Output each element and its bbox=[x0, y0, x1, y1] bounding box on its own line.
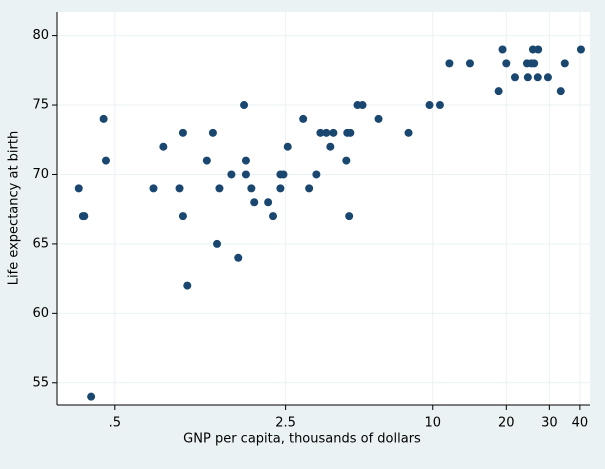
point bbox=[299, 114, 308, 123]
y-tick-label: 75 bbox=[32, 98, 49, 113]
x-tick-label: 20 bbox=[498, 416, 515, 431]
x-tick-label: 10 bbox=[424, 416, 441, 431]
point bbox=[435, 101, 444, 110]
point bbox=[425, 101, 434, 110]
point bbox=[276, 184, 285, 193]
point bbox=[101, 156, 110, 165]
point bbox=[342, 156, 351, 165]
point bbox=[322, 128, 331, 137]
y-axis-label: Life expectancy at birth bbox=[7, 131, 22, 285]
point bbox=[543, 73, 552, 82]
point bbox=[345, 212, 354, 221]
point bbox=[533, 73, 542, 82]
point bbox=[99, 114, 108, 123]
point bbox=[305, 184, 314, 193]
point bbox=[374, 114, 383, 123]
point bbox=[530, 59, 539, 68]
point bbox=[159, 142, 168, 151]
x-tick-label: 30 bbox=[541, 416, 558, 431]
y-tick-label: 60 bbox=[32, 306, 49, 321]
x-tick-label: 2.5 bbox=[275, 416, 296, 431]
point bbox=[149, 184, 158, 193]
point bbox=[556, 87, 565, 96]
point bbox=[264, 198, 273, 207]
point bbox=[227, 170, 236, 179]
point bbox=[234, 253, 243, 262]
point bbox=[560, 59, 569, 68]
point bbox=[312, 170, 321, 179]
point bbox=[404, 128, 413, 137]
y-tick-label: 80 bbox=[32, 28, 49, 43]
x-axis-label: GNP per capita, thousands of dollars bbox=[183, 432, 421, 447]
point bbox=[445, 59, 454, 68]
point bbox=[534, 45, 543, 54]
point bbox=[329, 128, 338, 137]
point bbox=[178, 212, 187, 221]
point bbox=[576, 45, 585, 54]
point bbox=[316, 128, 325, 137]
point bbox=[241, 156, 250, 165]
point bbox=[494, 87, 503, 96]
point bbox=[213, 239, 222, 248]
x-tick-label: 40 bbox=[572, 416, 589, 431]
point bbox=[74, 184, 83, 193]
point bbox=[502, 59, 511, 68]
point bbox=[346, 128, 355, 137]
point bbox=[241, 170, 250, 179]
point bbox=[283, 142, 292, 151]
point bbox=[208, 128, 217, 137]
point bbox=[247, 184, 256, 193]
point bbox=[202, 156, 211, 165]
point bbox=[80, 212, 89, 221]
point bbox=[358, 101, 367, 110]
point bbox=[175, 184, 184, 193]
point bbox=[465, 59, 474, 68]
point bbox=[510, 73, 519, 82]
point bbox=[269, 212, 278, 221]
y-tick-label: 70 bbox=[32, 167, 49, 182]
point bbox=[178, 128, 187, 137]
plot-area bbox=[57, 12, 590, 405]
point bbox=[240, 101, 249, 110]
point bbox=[498, 45, 507, 54]
point bbox=[183, 281, 192, 290]
y-tick-label: 65 bbox=[32, 236, 49, 251]
x-tick-label: .5 bbox=[109, 416, 121, 431]
point bbox=[87, 392, 96, 401]
point bbox=[279, 170, 288, 179]
point bbox=[250, 198, 259, 207]
point bbox=[215, 184, 224, 193]
point bbox=[326, 142, 335, 151]
y-tick-label: 55 bbox=[32, 375, 49, 390]
point bbox=[523, 73, 532, 82]
